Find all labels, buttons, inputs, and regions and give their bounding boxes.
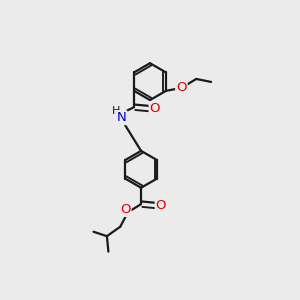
Text: H: H [112,106,120,116]
Text: O: O [150,102,160,115]
Text: O: O [156,199,166,212]
Text: O: O [176,81,187,94]
Text: O: O [120,203,130,216]
Text: N: N [117,111,126,124]
